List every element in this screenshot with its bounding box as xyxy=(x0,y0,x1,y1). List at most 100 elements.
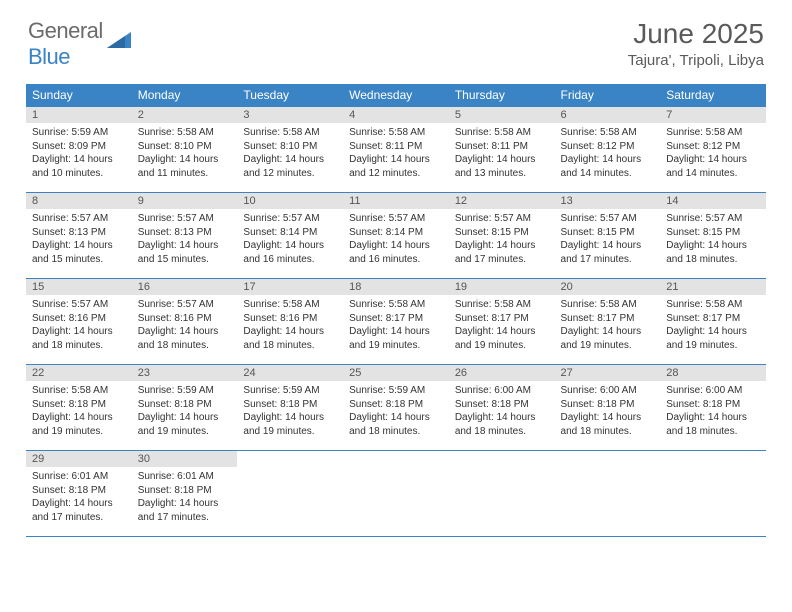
day-cell: 13Sunrise: 5:57 AMSunset: 8:15 PMDayligh… xyxy=(555,193,661,279)
day-body: Sunrise: 5:59 AMSunset: 8:18 PMDaylight:… xyxy=(237,381,343,442)
calendar-body: 1Sunrise: 5:59 AMSunset: 8:09 PMDaylight… xyxy=(26,107,766,537)
day-cell: 24Sunrise: 5:59 AMSunset: 8:18 PMDayligh… xyxy=(237,365,343,451)
day-cell: 23Sunrise: 5:59 AMSunset: 8:18 PMDayligh… xyxy=(132,365,238,451)
sunrise-line: Sunrise: 5:58 AM xyxy=(666,126,760,140)
day-number: 10 xyxy=(237,193,343,209)
daylight-line: Daylight: 14 hours and 10 minutes. xyxy=(32,153,126,180)
day-number: 18 xyxy=(343,279,449,295)
sunrise-line: Sunrise: 5:58 AM xyxy=(561,126,655,140)
sunrise-line: Sunrise: 6:00 AM xyxy=(561,384,655,398)
sunrise-line: Sunrise: 5:57 AM xyxy=(138,298,232,312)
weekday-header: Saturday xyxy=(660,84,766,107)
location: Tajura', Tripoli, Libya xyxy=(628,52,764,69)
title-block: June 2025 Tajura', Tripoli, Libya xyxy=(628,18,764,69)
day-body: Sunrise: 5:58 AMSunset: 8:17 PMDaylight:… xyxy=(555,295,661,356)
day-cell: 5Sunrise: 5:58 AMSunset: 8:11 PMDaylight… xyxy=(449,107,555,193)
daylight-line: Daylight: 14 hours and 16 minutes. xyxy=(243,239,337,266)
day-number: 11 xyxy=(343,193,449,209)
day-body: Sunrise: 5:57 AMSunset: 8:13 PMDaylight:… xyxy=(26,209,132,270)
day-body: Sunrise: 5:57 AMSunset: 8:15 PMDaylight:… xyxy=(555,209,661,270)
day-number: 13 xyxy=(555,193,661,209)
daylight-line: Daylight: 14 hours and 11 minutes. xyxy=(138,153,232,180)
daylight-line: Daylight: 14 hours and 13 minutes. xyxy=(455,153,549,180)
weekday-header: Friday xyxy=(555,84,661,107)
day-cell: 30Sunrise: 6:01 AMSunset: 8:18 PMDayligh… xyxy=(132,451,238,537)
daylight-line: Daylight: 14 hours and 14 minutes. xyxy=(561,153,655,180)
day-body: Sunrise: 5:57 AMSunset: 8:15 PMDaylight:… xyxy=(449,209,555,270)
day-body: Sunrise: 5:58 AMSunset: 8:12 PMDaylight:… xyxy=(555,123,661,184)
day-body: Sunrise: 6:00 AMSunset: 8:18 PMDaylight:… xyxy=(555,381,661,442)
day-cell: 19Sunrise: 5:58 AMSunset: 8:17 PMDayligh… xyxy=(449,279,555,365)
sunrise-line: Sunrise: 5:59 AM xyxy=(349,384,443,398)
day-number: 27 xyxy=(555,365,661,381)
day-cell: 17Sunrise: 5:58 AMSunset: 8:16 PMDayligh… xyxy=(237,279,343,365)
day-body: Sunrise: 5:58 AMSunset: 8:11 PMDaylight:… xyxy=(449,123,555,184)
daylight-line: Daylight: 14 hours and 19 minutes. xyxy=(349,325,443,352)
sunrise-line: Sunrise: 5:58 AM xyxy=(243,126,337,140)
sunrise-line: Sunrise: 5:58 AM xyxy=(32,384,126,398)
day-number: 28 xyxy=(660,365,766,381)
daylight-line: Daylight: 14 hours and 18 minutes. xyxy=(666,411,760,438)
logo-text-blue: Blue xyxy=(28,44,70,69)
day-cell: 15Sunrise: 5:57 AMSunset: 8:16 PMDayligh… xyxy=(26,279,132,365)
day-cell: 28Sunrise: 6:00 AMSunset: 8:18 PMDayligh… xyxy=(660,365,766,451)
sunset-line: Sunset: 8:11 PM xyxy=(455,140,549,154)
sunset-line: Sunset: 8:18 PM xyxy=(138,484,232,498)
sunset-line: Sunset: 8:14 PM xyxy=(243,226,337,240)
sunrise-line: Sunrise: 5:57 AM xyxy=(349,212,443,226)
day-body: Sunrise: 6:01 AMSunset: 8:18 PMDaylight:… xyxy=(26,467,132,528)
empty-cell xyxy=(343,451,449,537)
logo-text-general: General xyxy=(28,18,103,43)
daylight-line: Daylight: 14 hours and 19 minutes. xyxy=(666,325,760,352)
day-body: Sunrise: 6:00 AMSunset: 8:18 PMDaylight:… xyxy=(449,381,555,442)
day-cell: 21Sunrise: 5:58 AMSunset: 8:17 PMDayligh… xyxy=(660,279,766,365)
calendar-row: 8Sunrise: 5:57 AMSunset: 8:13 PMDaylight… xyxy=(26,193,766,279)
day-body: Sunrise: 5:57 AMSunset: 8:14 PMDaylight:… xyxy=(237,209,343,270)
sunset-line: Sunset: 8:14 PM xyxy=(349,226,443,240)
day-number: 2 xyxy=(132,107,238,123)
daylight-line: Daylight: 14 hours and 18 minutes. xyxy=(138,325,232,352)
day-number: 15 xyxy=(26,279,132,295)
sunrise-line: Sunrise: 6:00 AM xyxy=(455,384,549,398)
day-body: Sunrise: 5:57 AMSunset: 8:15 PMDaylight:… xyxy=(660,209,766,270)
day-body: Sunrise: 5:58 AMSunset: 8:10 PMDaylight:… xyxy=(237,123,343,184)
daylight-line: Daylight: 14 hours and 19 minutes. xyxy=(455,325,549,352)
empty-cell xyxy=(660,451,766,537)
sunrise-line: Sunrise: 5:57 AM xyxy=(138,212,232,226)
day-cell: 14Sunrise: 5:57 AMSunset: 8:15 PMDayligh… xyxy=(660,193,766,279)
day-cell: 2Sunrise: 5:58 AMSunset: 8:10 PMDaylight… xyxy=(132,107,238,193)
daylight-line: Daylight: 14 hours and 17 minutes. xyxy=(455,239,549,266)
calendar-row: 29Sunrise: 6:01 AMSunset: 8:18 PMDayligh… xyxy=(26,451,766,537)
day-number: 3 xyxy=(237,107,343,123)
sunset-line: Sunset: 8:18 PM xyxy=(32,398,126,412)
sunrise-line: Sunrise: 6:01 AM xyxy=(32,470,126,484)
sunset-line: Sunset: 8:10 PM xyxy=(243,140,337,154)
sunset-line: Sunset: 8:16 PM xyxy=(243,312,337,326)
sunset-line: Sunset: 8:16 PM xyxy=(138,312,232,326)
sunrise-line: Sunrise: 5:57 AM xyxy=(666,212,760,226)
day-number: 8 xyxy=(26,193,132,209)
sunrise-line: Sunrise: 6:00 AM xyxy=(666,384,760,398)
daylight-line: Daylight: 14 hours and 18 minutes. xyxy=(32,325,126,352)
calendar-table: SundayMondayTuesdayWednesdayThursdayFrid… xyxy=(26,84,766,537)
day-number: 4 xyxy=(343,107,449,123)
day-body: Sunrise: 5:58 AMSunset: 8:16 PMDaylight:… xyxy=(237,295,343,356)
daylight-line: Daylight: 14 hours and 17 minutes. xyxy=(138,497,232,524)
sunrise-line: Sunrise: 5:59 AM xyxy=(138,384,232,398)
day-cell: 18Sunrise: 5:58 AMSunset: 8:17 PMDayligh… xyxy=(343,279,449,365)
day-number: 26 xyxy=(449,365,555,381)
day-cell: 7Sunrise: 5:58 AMSunset: 8:12 PMDaylight… xyxy=(660,107,766,193)
sunset-line: Sunset: 8:12 PM xyxy=(666,140,760,154)
day-body: Sunrise: 5:57 AMSunset: 8:16 PMDaylight:… xyxy=(26,295,132,356)
day-number: 9 xyxy=(132,193,238,209)
sunset-line: Sunset: 8:18 PM xyxy=(349,398,443,412)
sunrise-line: Sunrise: 5:59 AM xyxy=(32,126,126,140)
day-cell: 29Sunrise: 6:01 AMSunset: 8:18 PMDayligh… xyxy=(26,451,132,537)
day-number: 7 xyxy=(660,107,766,123)
daylight-line: Daylight: 14 hours and 19 minutes. xyxy=(138,411,232,438)
calendar-row: 22Sunrise: 5:58 AMSunset: 8:18 PMDayligh… xyxy=(26,365,766,451)
day-cell: 26Sunrise: 6:00 AMSunset: 8:18 PMDayligh… xyxy=(449,365,555,451)
daylight-line: Daylight: 14 hours and 15 minutes. xyxy=(138,239,232,266)
sunset-line: Sunset: 8:13 PM xyxy=(138,226,232,240)
day-body: Sunrise: 5:57 AMSunset: 8:13 PMDaylight:… xyxy=(132,209,238,270)
